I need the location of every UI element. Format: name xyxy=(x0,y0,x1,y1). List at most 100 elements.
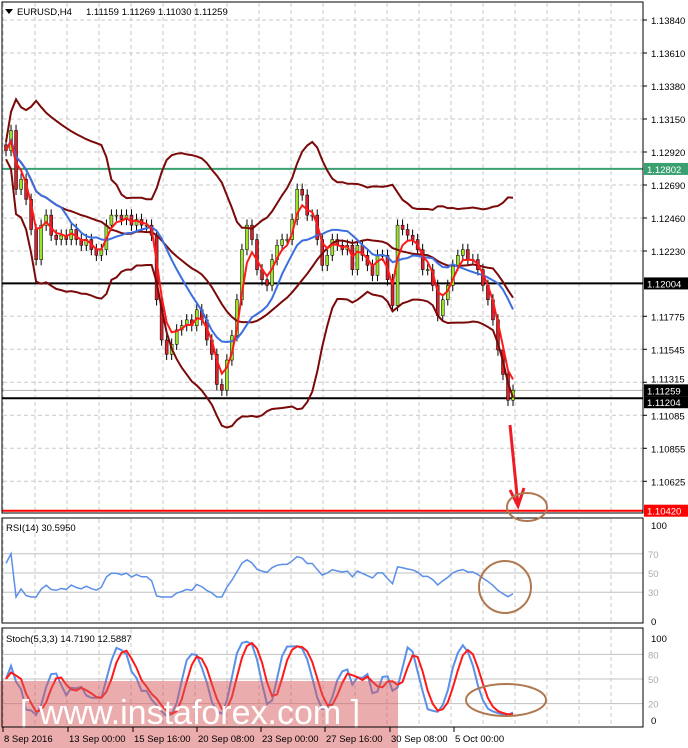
bear-candle xyxy=(305,194,309,216)
stoch-label: Stoch(5,3,3) 14.7190 12.5887 xyxy=(6,634,132,645)
price-label-bg-1.12802 xyxy=(644,162,688,175)
bull-candle xyxy=(109,214,114,226)
bear-candle xyxy=(119,214,124,220)
watermark-band-axis xyxy=(0,728,398,748)
price-label-1.12004: 1.12004 xyxy=(647,279,681,290)
price-label-bg-1.11259 xyxy=(644,384,688,397)
stoch-level-label: 0 xyxy=(651,716,656,727)
rsi-ellipse xyxy=(478,560,532,614)
stoch-level-label: 80 xyxy=(648,650,659,661)
bull-candle xyxy=(99,249,104,256)
bull-candle xyxy=(375,255,380,276)
price-tick-label: 1.11315 xyxy=(651,374,685,385)
price-label-1.11204: 1.11204 xyxy=(647,398,681,409)
price-tick-label: 1.10855 xyxy=(651,444,685,455)
stoch-level-label: 50 xyxy=(648,675,659,686)
bull-candle xyxy=(245,224,249,250)
price-label-bg-1.11204 xyxy=(644,396,688,409)
price-tick-label: 1.11545 xyxy=(651,345,685,356)
price-tick-label: 1.13380 xyxy=(651,82,685,93)
rsi-level-label: 0 xyxy=(651,617,656,628)
bear-candle xyxy=(220,384,224,391)
price-tick-label: 1.13840 xyxy=(651,16,685,27)
bollinger-lower xyxy=(5,158,514,429)
rsi-level-label: 100 xyxy=(651,521,667,532)
price-panel-frame xyxy=(1,1,644,514)
time-tick-label: 23 Sep 00:00 xyxy=(262,734,319,745)
rsi-line xyxy=(5,551,514,600)
time-tick-label: 5 Oct 00:00 xyxy=(455,734,504,745)
bear-candle xyxy=(265,279,269,286)
price-panel xyxy=(2,97,643,512)
price-tick-label: 1.11775 xyxy=(651,312,685,323)
price-tick-label: 1.13610 xyxy=(651,49,685,60)
bull-candle xyxy=(270,259,274,286)
price-tick-label: 1.12690 xyxy=(651,181,685,192)
bollinger-upper xyxy=(5,97,514,230)
bull-candle xyxy=(174,329,179,345)
rsi-label: RSI(14) 30.5950 xyxy=(6,523,76,534)
bull-candle xyxy=(440,299,445,316)
price-tick-label: 1.11085 xyxy=(651,411,685,422)
time-tick-label: 30 Sep 08:00 xyxy=(391,734,448,745)
price-tick-label: 1.13150 xyxy=(651,115,685,126)
price-label-bg-1.10420 xyxy=(644,504,688,517)
grid xyxy=(2,3,643,726)
rsi-panel-frame xyxy=(1,517,644,624)
price-tick-label: 1.10625 xyxy=(651,477,685,488)
bear-candle xyxy=(466,249,470,260)
rsi-level-label: 50 xyxy=(648,569,659,580)
target-ellipse xyxy=(506,492,548,522)
time-tick-label: 15 Sep 16:00 xyxy=(134,734,191,745)
bear-candle xyxy=(54,234,58,240)
bull-candle xyxy=(461,249,465,256)
bear-candle xyxy=(94,249,99,256)
bull-candle xyxy=(225,359,229,391)
bear-candle xyxy=(410,234,415,240)
bear-candle xyxy=(400,224,405,230)
price-label-bg-1.12004 xyxy=(644,277,688,290)
rsi-level-label: 70 xyxy=(648,550,659,561)
time-tick-label: 27 Sep 16:00 xyxy=(326,734,383,745)
bull-candle xyxy=(330,239,335,256)
rsi-panel xyxy=(3,551,643,600)
dropdown-triangle-icon[interactable] xyxy=(5,9,13,14)
bull-candle xyxy=(425,269,430,271)
time-tick-label: 13 Sep 00:00 xyxy=(69,734,126,745)
price-label-1.10420: 1.10420 xyxy=(647,507,681,518)
time-tick-label: 20 Sep 08:00 xyxy=(198,734,255,745)
slow-ma-line xyxy=(5,137,514,343)
watermark: [ www.instaforex.com ] xyxy=(20,694,360,732)
bear-candle xyxy=(250,224,254,240)
bear-candle xyxy=(405,229,410,236)
bear-candle xyxy=(34,229,38,260)
bull-candle xyxy=(114,214,119,217)
bull-candle xyxy=(295,189,299,220)
bull-candle xyxy=(325,255,330,266)
bull-candle xyxy=(59,234,63,240)
bull-candle xyxy=(355,245,360,270)
stoch-level-label: 20 xyxy=(648,700,659,711)
watermark-band xyxy=(0,681,398,728)
time-tick-label: 8 Sep 2016 xyxy=(4,734,53,745)
price-tick-label: 1.12230 xyxy=(651,247,685,258)
price-label-1.11259: 1.11259 xyxy=(647,386,681,397)
bollinger-middle xyxy=(5,137,514,324)
fast-ma-line xyxy=(5,138,514,380)
stoch-panel-frame xyxy=(1,627,644,728)
bull-candle xyxy=(134,219,139,226)
stoch-ellipse xyxy=(465,683,547,717)
price-tick-label: 1.12460 xyxy=(651,214,685,225)
bear-candle xyxy=(215,354,219,385)
bull-candle xyxy=(19,179,23,190)
bull-candle xyxy=(456,255,460,266)
stoch-level-label: 100 xyxy=(651,634,667,645)
symbol-label: EURUSD,H4 xyxy=(17,7,72,18)
bull-candle xyxy=(44,214,48,226)
rsi-level-label: 30 xyxy=(648,588,659,599)
bear-candle xyxy=(255,239,259,270)
bull-candle xyxy=(39,224,43,260)
bear-candle xyxy=(300,189,304,196)
